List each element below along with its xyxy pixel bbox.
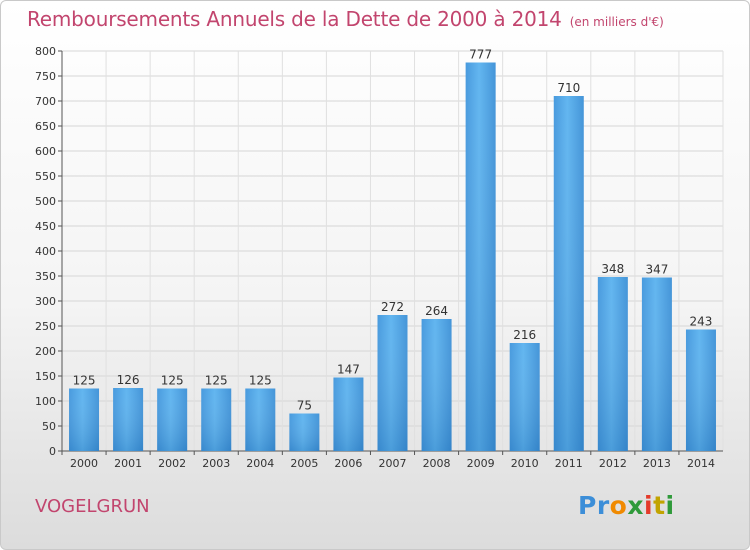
bar-shade-2004 <box>245 388 276 451</box>
bar-shade-2007 <box>377 315 408 451</box>
bar-shade-2009 <box>465 62 496 451</box>
data-label-2000: 125 <box>73 374 96 388</box>
data-label-2005: 75 <box>297 399 312 413</box>
bar-shade-2001 <box>113 388 144 451</box>
x-tick-label: 2006 <box>334 457 362 470</box>
data-label-2004: 125 <box>249 374 272 388</box>
y-tick-label: 300 <box>35 295 56 308</box>
data-label-2007: 272 <box>381 300 404 314</box>
data-label-2013: 347 <box>645 263 668 277</box>
y-tick-label: 500 <box>35 195 56 208</box>
data-label-2006: 147 <box>337 363 360 377</box>
bar-shade-2003 <box>201 388 232 451</box>
data-label-2011: 710 <box>557 81 580 95</box>
y-tick-label: 400 <box>35 245 56 258</box>
bar-shade-2010 <box>509 343 540 451</box>
x-tick-label: 2003 <box>202 457 230 470</box>
data-label-2002: 125 <box>161 374 184 388</box>
y-tick-label: 150 <box>35 370 56 383</box>
bar-shade-2012 <box>597 277 628 451</box>
bar-shade-2002 <box>157 388 188 451</box>
y-tick-label: 200 <box>35 345 56 358</box>
x-tick-label: 2011 <box>555 457 583 470</box>
data-label-2009: 777 <box>469 48 492 62</box>
y-tick-label: 0 <box>49 445 56 458</box>
y-tick-label: 550 <box>35 170 56 183</box>
y-tick-label: 600 <box>35 145 56 158</box>
bar-shade-2008 <box>421 319 452 451</box>
x-tick-label: 2000 <box>70 457 98 470</box>
bar-shade-2011 <box>553 96 584 451</box>
unit-note: (en milliers d'€) <box>569 15 664 29</box>
y-tick-label: 800 <box>35 45 56 58</box>
data-label-2012: 348 <box>601 262 624 276</box>
bar-shade-2005 <box>289 413 320 451</box>
x-tick-label: 2010 <box>511 457 539 470</box>
x-tick-label: 2004 <box>246 457 274 470</box>
chart-title: Remboursements Annuels de la Dette de 20… <box>27 7 664 31</box>
bars <box>69 62 716 451</box>
proxiti-logo: Proxiti <box>578 491 675 520</box>
x-tick-label: 2008 <box>423 457 451 470</box>
bar-shade-2014 <box>685 329 716 451</box>
data-label-2010: 216 <box>513 328 536 342</box>
x-tick-label: 2005 <box>290 457 318 470</box>
bar-shade-2000 <box>69 388 100 451</box>
bar-shade-2013 <box>641 277 672 451</box>
data-label-2008: 264 <box>425 304 448 318</box>
x-tick-label: 2002 <box>158 457 186 470</box>
y-tick-label: 750 <box>35 70 56 83</box>
data-labels: 125 126 125 125 125 75 147 272 264 777 216 710 348 34… <box>73 48 713 413</box>
x-tick-label: 2001 <box>114 457 142 470</box>
y-tick-label: 100 <box>35 395 56 408</box>
town-name: VOGELGRUN <box>35 496 150 517</box>
data-label-2001: 126 <box>117 373 140 387</box>
x-tick-label: 2009 <box>467 457 495 470</box>
y-tick-label: 250 <box>35 320 56 333</box>
title-text: Remboursements Annuels de la Dette de 20… <box>27 7 562 31</box>
y-tick-label: 700 <box>35 95 56 108</box>
x-tick-label: 2013 <box>643 457 671 470</box>
bar-shade-2006 <box>333 377 364 451</box>
y-tick-label: 650 <box>35 120 56 133</box>
x-tick-label: 2012 <box>599 457 627 470</box>
data-label-2003: 125 <box>205 374 228 388</box>
y-tick-label: 450 <box>35 220 56 233</box>
y-tick-label: 350 <box>35 270 56 283</box>
data-label-2014: 243 <box>690 315 713 329</box>
y-tick-label: 50 <box>42 420 56 433</box>
x-tick-label: 2007 <box>379 457 407 470</box>
x-tick-label: 2014 <box>687 457 715 470</box>
